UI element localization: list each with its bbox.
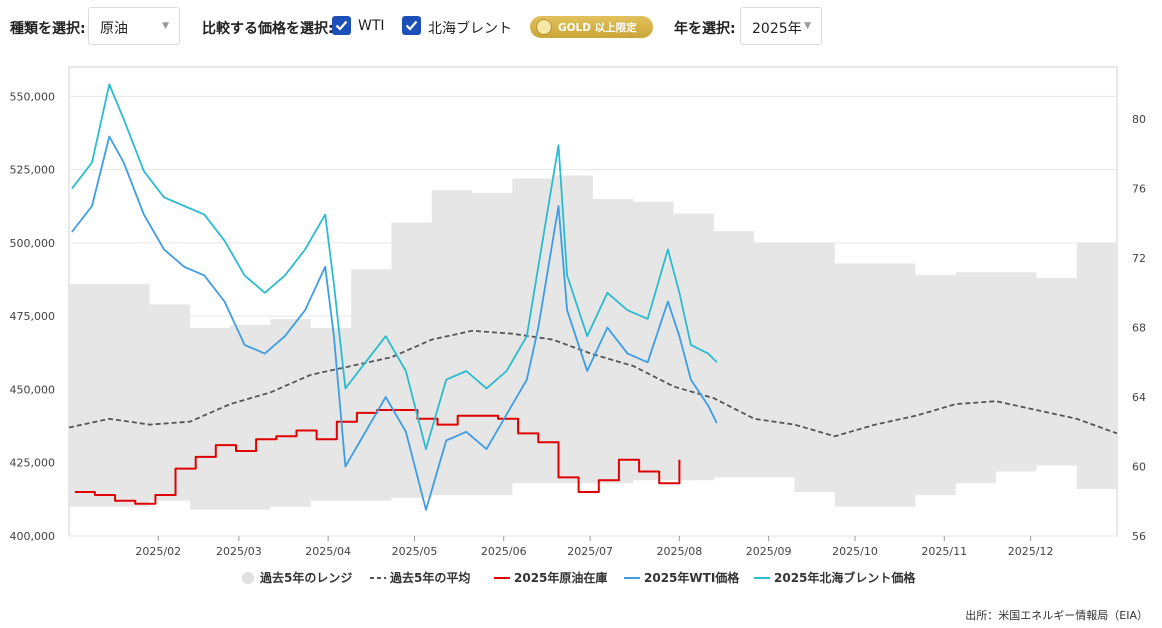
- x-tick: 2025/05: [392, 545, 438, 558]
- x-tick: 2025/04: [305, 545, 351, 558]
- legend-swatch: [242, 572, 254, 584]
- brent-line: [71, 83, 718, 451]
- y-left-tick: 500,000: [10, 237, 56, 250]
- year-select-value: 2025年: [752, 21, 802, 37]
- y-left-tick: 450,000: [10, 383, 56, 396]
- y-left-tick: 525,000: [10, 164, 56, 177]
- x-tick: 2025/06: [481, 545, 527, 558]
- legend-label: 過去5年のレンジ: [259, 570, 352, 585]
- legend-label: 過去5年の平均: [389, 570, 470, 585]
- year-select-label: 年を選択:: [674, 21, 736, 37]
- legend-label: 2025年WTI価格: [644, 570, 740, 585]
- gold-coin-icon: [536, 19, 552, 35]
- y-left-tick: 550,000: [10, 90, 56, 103]
- inventory-price-chart: 400,000 425,000 450,000 475,000 500,000 525,0…: [10, 66, 1146, 585]
- wti-checkbox-label[interactable]: WTI: [358, 18, 385, 34]
- source-note: 出所：米国エネルギー情報局（EIA）: [965, 609, 1148, 622]
- y-left-tick: 425,000: [10, 457, 56, 470]
- avg-5y-line: [68, 329, 1118, 438]
- y-right-tick: 60: [1132, 461, 1146, 474]
- legend-label: 2025年北海ブレント価格: [774, 570, 916, 585]
- brent-checkbox[interactable]: [402, 16, 421, 35]
- range-band: [69, 175, 1117, 510]
- checkmark-icon: [335, 20, 348, 31]
- y-right-tick: 56: [1132, 530, 1146, 543]
- brent-checkbox-label[interactable]: 北海ブレント: [428, 21, 512, 37]
- y-right-tick: 80: [1132, 113, 1146, 126]
- x-tick: 2025/08: [657, 545, 703, 558]
- wti-line: [71, 135, 718, 511]
- y-right-tick: 72: [1132, 252, 1146, 265]
- checkmark-icon: [405, 20, 418, 31]
- x-tick: 2025/09: [746, 545, 792, 558]
- x-tick: 2025/03: [216, 545, 262, 558]
- gold-badge-label: GOLD 以上限定: [558, 22, 637, 34]
- y-right-tick: 76: [1132, 183, 1146, 196]
- y-right-tick: 64: [1132, 391, 1146, 404]
- year-select[interactable]: 2025年 ▼: [740, 7, 822, 45]
- type-select-label: 種類を選択:: [10, 21, 86, 37]
- gold-badge: GOLD 以上限定: [530, 16, 653, 38]
- x-tick: 2025/11: [921, 545, 967, 558]
- chevron-down-icon: ▼: [162, 21, 169, 31]
- x-tick: 2025/07: [567, 545, 613, 558]
- chevron-down-icon: ▼: [804, 21, 811, 31]
- wti-checkbox[interactable]: [332, 16, 351, 35]
- type-select[interactable]: 原油 ▼: [88, 7, 180, 45]
- y-left-tick: 400,000: [10, 530, 56, 543]
- x-tick: 2025/10: [832, 545, 878, 558]
- y-right-tick: 68: [1132, 322, 1146, 335]
- legend-label: 2025年原油在庫: [514, 570, 607, 585]
- compare-label: 比較する価格を選択:: [202, 21, 334, 37]
- x-tick: 2025/02: [135, 545, 181, 558]
- toolbar: 種類を選択: 原油 ▼ 比較する価格を選択: WTI 北海ブレント GOLD 以…: [0, 0, 1162, 52]
- x-tick: 2025/12: [1008, 545, 1054, 558]
- y-left-tick: 475,000: [10, 310, 56, 323]
- type-select-value: 原油: [100, 21, 128, 37]
